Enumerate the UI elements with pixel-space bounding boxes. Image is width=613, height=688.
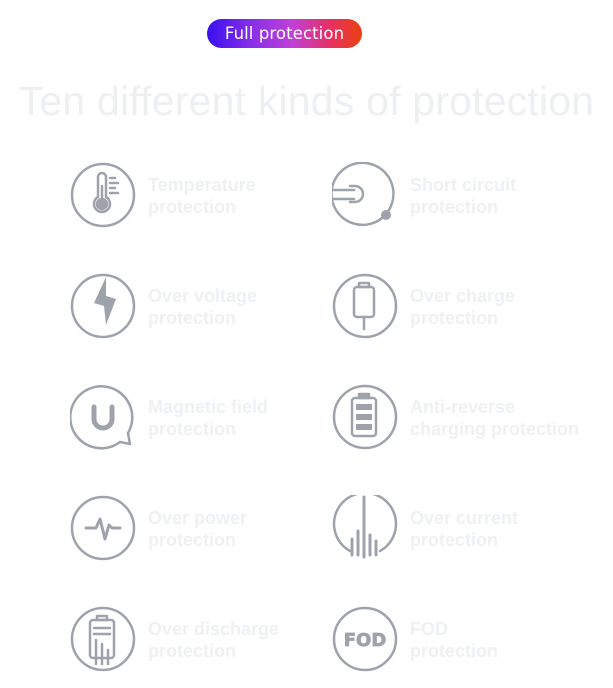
protection-label: Short circuit protection [410,175,517,217]
svg-text:FOD: FOD [344,630,387,651]
protection-label: Over current protection [410,508,519,550]
protection-label: FOD protection [410,619,498,661]
protection-label: Over power protection [148,508,248,550]
protection-label: Over voltage protection [148,286,258,328]
protection-item-temperature: Temperature protection [70,162,350,228]
protection-label: Over charge protection [410,286,516,328]
protection-label: Temperature protection [148,175,256,217]
full-protection-badge: Full protection [207,19,362,48]
current-bars-icon [332,495,398,561]
protection-item-anti-reverse: Anti-reverse charging protection [332,384,612,450]
lightning-bolt-icon [70,273,136,339]
protection-item-over-discharge: Over discharge protection [70,606,350,672]
protection-item-over-current: Over current protection [332,495,612,561]
protection-label: Magnetic field protection [148,397,269,439]
protection-item-short-circuit: Short circuit protection [332,162,612,228]
protection-label: Over discharge protection [148,619,280,661]
page-title: Ten different kinds of protection [18,78,595,124]
protection-item-over-charge: Over charge protection [332,273,612,339]
short-circuit-icon [332,162,398,228]
fod-icon: FOD [332,606,398,672]
protection-item-fod: FOD FOD protection [332,606,612,672]
protection-item-over-power: Over power protection [70,495,350,561]
thermometer-icon [70,162,136,228]
protection-item-magnetic-field: Magnetic field protection [70,384,350,450]
protection-item-over-voltage: Over voltage protection [70,273,350,339]
discharge-battery-icon [70,606,136,672]
magnet-icon [70,384,136,450]
protection-label: Anti-reverse charging protection [410,397,580,439]
battery-icon [332,384,398,450]
charging-plug-icon [332,273,398,339]
pulse-wave-icon [70,495,136,561]
